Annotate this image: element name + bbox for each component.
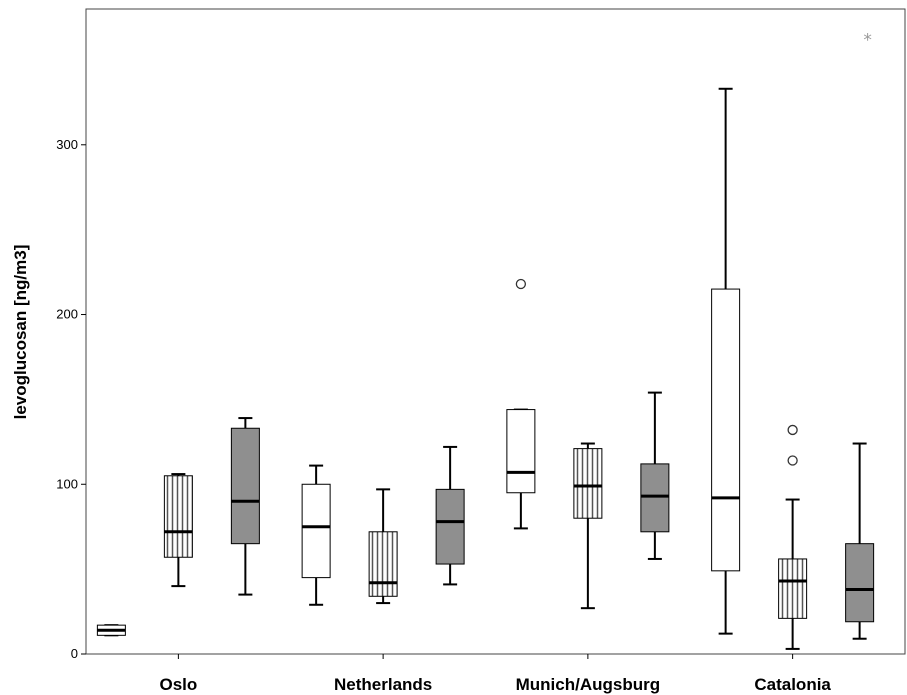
box-white bbox=[301, 464, 331, 606]
box-rect bbox=[301, 483, 331, 579]
box-rect bbox=[640, 463, 670, 533]
x-axis: Oslo Netherlands Munich/Augsburg Catalonia bbox=[159, 654, 831, 694]
box-striped bbox=[368, 488, 398, 605]
box-rect bbox=[711, 288, 741, 572]
box-gray bbox=[230, 417, 260, 596]
x-category-label: Munich/Augsburg bbox=[516, 675, 660, 694]
y-tick-label: 200 bbox=[56, 307, 78, 322]
box-striped bbox=[778, 424, 808, 650]
box-rect bbox=[163, 475, 193, 558]
box-gray bbox=[640, 391, 670, 560]
x-category-label: Netherlands bbox=[334, 675, 432, 694]
x-category-label: Catalonia bbox=[754, 675, 831, 694]
plot-frame bbox=[85, 8, 906, 655]
x-category-label: Oslo bbox=[159, 675, 197, 694]
y-tick-label: 300 bbox=[56, 137, 78, 152]
boxes-layer: * bbox=[96, 31, 875, 650]
y-axis-title: levoglucosan [ng/m3] bbox=[11, 245, 30, 420]
box-rect bbox=[435, 488, 465, 565]
box-striped bbox=[573, 442, 603, 610]
box-rect bbox=[368, 531, 398, 597]
outlier-point bbox=[787, 424, 798, 436]
y-axis: 0 100 200 300 bbox=[56, 137, 86, 661]
box-rect bbox=[506, 409, 536, 494]
box-gray bbox=[435, 445, 465, 586]
y-tick-label: 100 bbox=[56, 476, 78, 491]
box-rect bbox=[230, 427, 260, 545]
box-rect bbox=[845, 543, 875, 623]
box-gray: * bbox=[845, 31, 875, 640]
outlier-point bbox=[787, 455, 798, 466]
extreme-point: * bbox=[863, 31, 872, 51]
box-striped bbox=[163, 473, 193, 588]
y-tick-label: 0 bbox=[71, 646, 78, 661]
box-white bbox=[96, 624, 126, 637]
outlier-point bbox=[515, 278, 527, 290]
box-rect bbox=[778, 558, 808, 619]
box-white bbox=[506, 278, 536, 530]
box-rect bbox=[573, 448, 603, 519]
box-white bbox=[711, 87, 741, 635]
